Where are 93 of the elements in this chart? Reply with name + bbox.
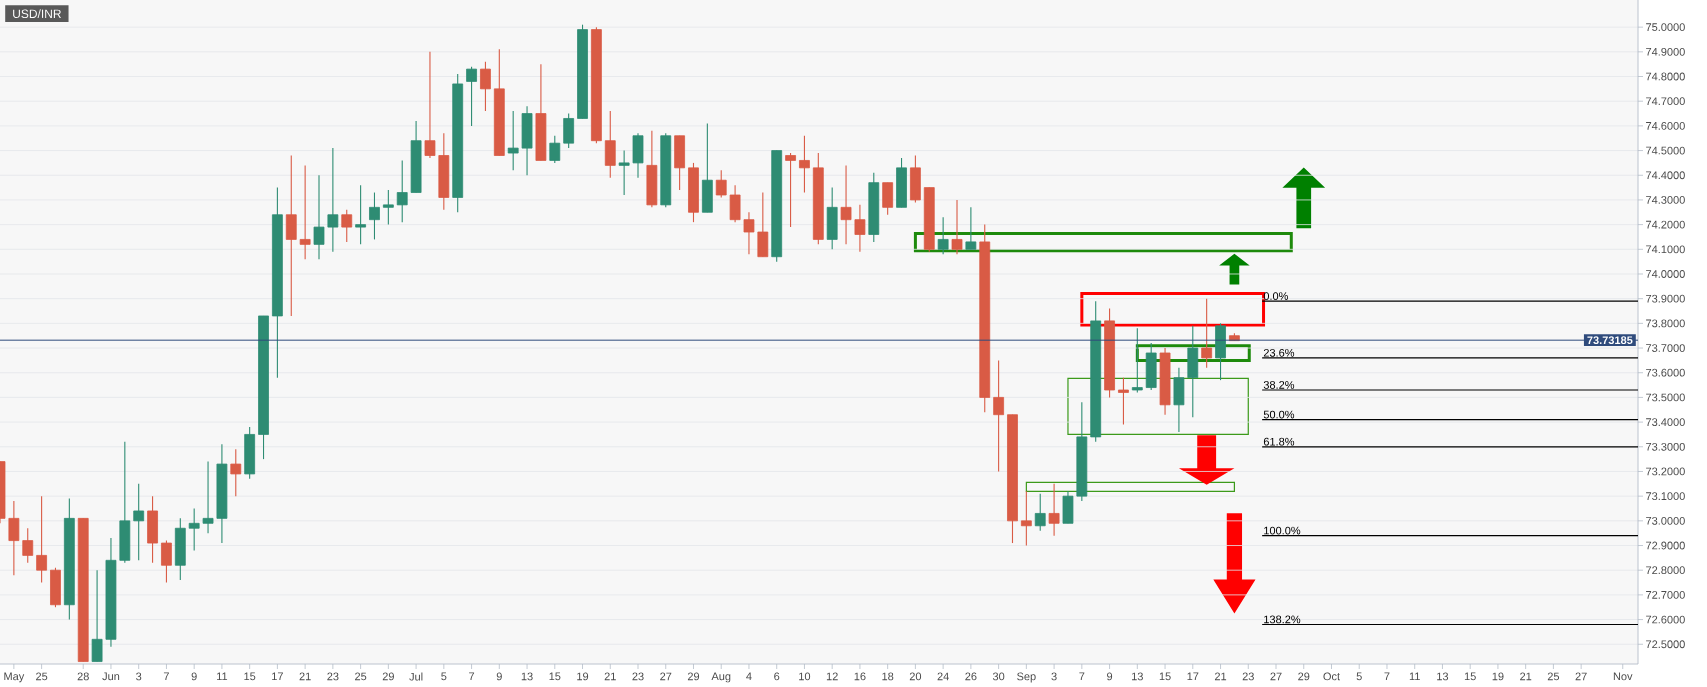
y-tick-label: 74.5000 [1646, 146, 1685, 155]
annotation: 100.0% [1264, 526, 1301, 535]
annotation: 138.2% [1264, 615, 1301, 624]
y-tick-label: 73.8000 [1646, 319, 1685, 328]
annotation: 0.0% [1263, 292, 1289, 300]
y-tick-label: 72.7000 [1646, 590, 1685, 599]
x-tick-label: 17 [1187, 672, 1199, 681]
x-tick-label: 7 [1384, 672, 1390, 681]
x-tick-label: 9 [1107, 672, 1113, 681]
x-tick-label: 6 [774, 672, 780, 681]
x-tick-label: 12 [826, 672, 838, 681]
x-tick-label: 15 [1159, 672, 1171, 681]
x-tick-label: Oct [1323, 672, 1340, 681]
x-tick-label: 30 [992, 672, 1005, 681]
y-tick-label: 73.5000 [1646, 393, 1685, 402]
x-tick-label: 27 [1575, 672, 1587, 681]
x-tick-label: 5 [441, 672, 447, 681]
ref-line-label: 73.73185 [1587, 336, 1633, 345]
x-tick-label: 7 [469, 672, 475, 681]
x-tick-label: 21 [1214, 672, 1227, 681]
y-tick-label: 72.8000 [1646, 566, 1685, 575]
x-tick-label: 11 [1409, 672, 1420, 681]
x-tick-label: 26 [965, 672, 977, 681]
x-tick-label: 9 [191, 672, 197, 681]
x-tick-label: 29 [687, 672, 700, 681]
x-tick-label: 28 [77, 672, 89, 681]
x-tick-label: 20 [909, 672, 922, 681]
y-tick-label: 73.2000 [1646, 467, 1685, 476]
y-tick-label: 73.3000 [1646, 442, 1685, 451]
y-tick-label: 74.7000 [1646, 97, 1685, 106]
x-tick-label: 5 [1356, 672, 1362, 681]
y-tick-label: 74.9000 [1646, 47, 1685, 56]
x-tick-label: 24 [937, 672, 949, 681]
x-tick-label: 4 [746, 672, 752, 681]
x-tick-label: May [4, 672, 25, 683]
annotation: 38.2% [1263, 381, 1295, 389]
x-tick-label: 19 [577, 672, 589, 681]
x-tick-label: 25 [1547, 672, 1560, 681]
x-tick-label: 21 [299, 672, 311, 681]
x-tick-label: 27 [1270, 672, 1282, 681]
x-tick-label: 25 [355, 672, 367, 681]
x-tick-label: Jun [102, 672, 120, 681]
x-tick-label: 15 [1464, 672, 1476, 681]
x-tick-label: 18 [882, 672, 894, 681]
y-tick-label: 75.0000 [1646, 23, 1685, 32]
x-tick-label: 7 [1079, 672, 1085, 681]
x-tick-label: 3 [1051, 672, 1057, 681]
x-tick-label: 27 [660, 672, 672, 681]
x-tick-label: Sep [1017, 672, 1036, 683]
annotation: 61.8% [1263, 437, 1295, 446]
x-tick-label: 29 [1298, 672, 1310, 681]
y-tick-label: 73.7000 [1646, 344, 1685, 352]
x-tick-label: 16 [854, 672, 866, 681]
x-tick-label: 19 [1492, 672, 1504, 681]
y-tick-label: 73.6000 [1646, 368, 1685, 377]
annotation: 50.0% [1263, 410, 1295, 419]
x-tick-label: 15 [549, 672, 561, 681]
x-tick-label: 13 [521, 672, 533, 681]
y-tick-label: 74.2000 [1646, 220, 1685, 229]
x-tick-label: 7 [163, 672, 169, 681]
x-tick-label: 15 [244, 672, 256, 681]
x-tick-label: 13 [1437, 672, 1449, 681]
x-tick-label: 9 [496, 672, 502, 681]
x-tick-label: Jul [409, 672, 423, 681]
x-tick-label: 17 [272, 672, 283, 681]
x-tick-label: 23 [1242, 672, 1254, 681]
y-tick-label: 73.9000 [1646, 294, 1685, 303]
y-tick-label: 74.3000 [1646, 196, 1685, 204]
x-tick-label: 21 [604, 672, 616, 681]
x-tick-label: 25 [36, 672, 48, 681]
y-tick-label: 73.1000 [1646, 492, 1685, 501]
y-tick-label: 74.1000 [1646, 245, 1685, 254]
text: USD/INR [13, 9, 61, 19]
x-tick-label: 21 [1520, 672, 1532, 681]
x-tick-label: 10 [799, 672, 811, 681]
y-tick-label: 72.6000 [1646, 615, 1685, 624]
x-tick-label: 29 [382, 672, 394, 681]
y-tick-label: 73.0000 [1646, 516, 1685, 525]
x-tick-label: 13 [1132, 672, 1143, 681]
y-tick-label: 72.9000 [1646, 541, 1685, 550]
x-tick-label: Nov [1613, 672, 1633, 681]
x-tick-label: 23 [327, 672, 339, 681]
annotation: 23.6% [1263, 348, 1295, 357]
y-tick-label: 74.6000 [1646, 121, 1685, 130]
x-tick-label: 11 [217, 672, 228, 681]
y-tick-label: 74.8000 [1646, 72, 1685, 81]
y-tick-label: 72.5000 [1646, 640, 1685, 649]
y-tick-label: 73.4000 [1646, 418, 1685, 426]
x-tick-label: 3 [136, 672, 142, 681]
x-tick-label: Aug [711, 672, 731, 683]
x-tick-label: 23 [632, 672, 644, 681]
y-tick-label: 74.4000 [1646, 171, 1685, 180]
y-tick-label: 74.0000 [1646, 270, 1685, 278]
